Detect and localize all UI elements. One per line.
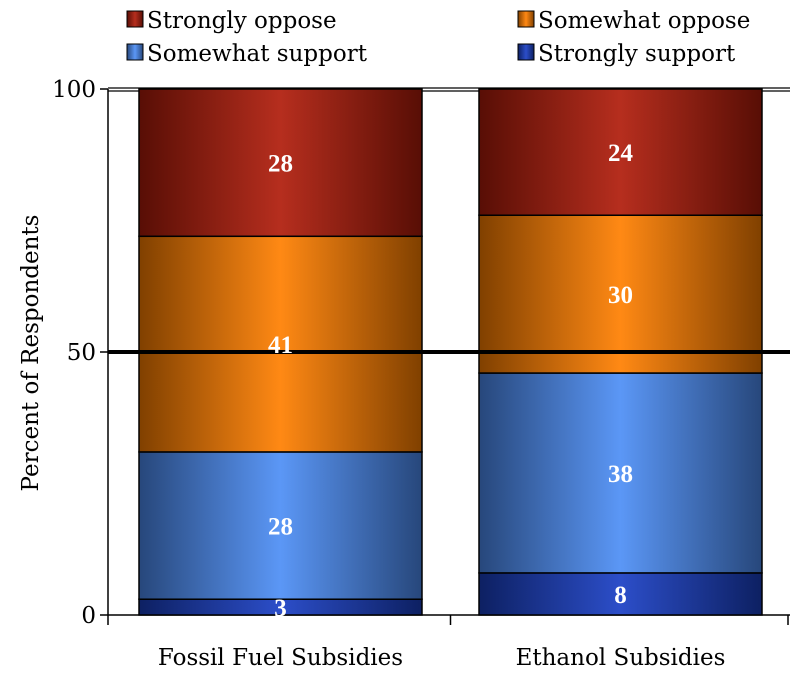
legend-swatch-strongly-oppose (126, 10, 144, 28)
axes: 0 50 100 Fossil Fuel Subsidies Ethanol Subsi… (52, 77, 790, 671)
y-tick-label: 50 (67, 340, 96, 366)
data-label: 24 (608, 140, 634, 167)
bar-segment-strongly-oppose (138, 88, 423, 238)
legend-label: Strongly oppose (147, 8, 337, 34)
data-labels: 3 28 41 28 8 38 30 24 (268, 140, 634, 622)
data-label: 41 (268, 332, 293, 359)
legend-swatch-somewhat-support (126, 43, 144, 61)
legend-swatch-somewhat-oppose (517, 10, 535, 28)
data-label: 3 (274, 595, 287, 622)
data-label: 8 (614, 582, 627, 609)
bar-segment-somewhat-oppose (478, 214, 763, 374)
y-axis-label: Percent of Respondents (18, 215, 44, 492)
bar-segment-strongly-oppose (478, 88, 763, 216)
x-category-label: Fossil Fuel Subsidies (158, 645, 403, 671)
bar-segment-somewhat-oppose (138, 235, 423, 453)
x-category-label: Ethanol Subsidies (516, 645, 726, 671)
data-label: 28 (268, 151, 293, 178)
y-tick-label: 0 (81, 603, 96, 629)
data-label: 30 (608, 282, 633, 309)
legend-label: Somewhat oppose (538, 8, 750, 34)
legend-swatch-strongly-support (517, 43, 535, 61)
bar-segment-strongly-support (478, 572, 763, 616)
legend: Strongly oppose Somewhat oppose Somewhat s… (126, 8, 750, 67)
y-tick-label: 100 (52, 77, 96, 103)
legend-label: Strongly support (538, 41, 736, 67)
data-label: 28 (268, 514, 293, 541)
bars (108, 88, 790, 616)
legend-label: Somewhat support (147, 41, 368, 67)
bar-segment-somewhat-support (478, 372, 763, 574)
data-label: 38 (608, 461, 633, 488)
